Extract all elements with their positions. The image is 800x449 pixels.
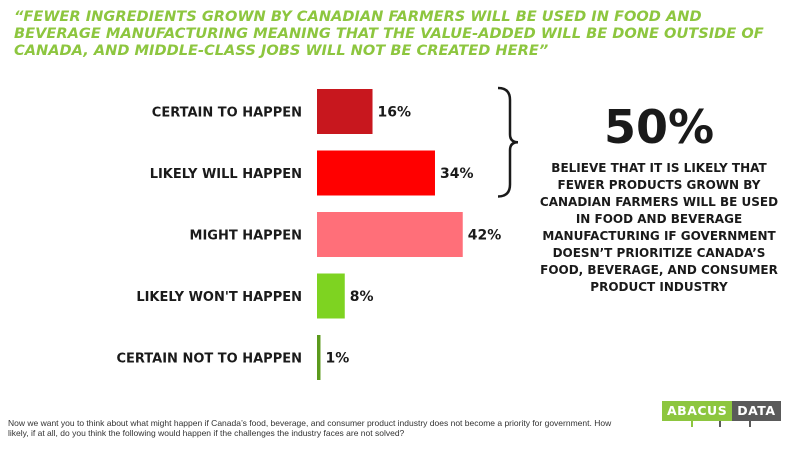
value-label: 42% bbox=[468, 228, 502, 244]
abacus-data-logo: ABACUS DATA bbox=[662, 401, 781, 421]
bar bbox=[317, 212, 463, 257]
logo-part-1: ABACUS bbox=[662, 401, 733, 421]
category-label: CERTAIN NOT TO HAPPEN bbox=[116, 352, 302, 367]
logo-part-2: DATA bbox=[732, 401, 781, 421]
category-label: CERTAIN TO HAPPEN bbox=[152, 106, 302, 121]
value-label: 34% bbox=[440, 166, 474, 182]
bar bbox=[317, 150, 435, 196]
bar bbox=[317, 89, 373, 134]
summary-value: 50% bbox=[603, 100, 715, 154]
chart-title: “FEWER INGREDIENTS GROWN BY CANADIAN FAR… bbox=[14, 8, 764, 59]
value-label: 16% bbox=[378, 105, 412, 121]
bar bbox=[317, 273, 345, 319]
category-label: LIKELY WON'T HAPPEN bbox=[136, 290, 302, 305]
bar bbox=[317, 335, 321, 380]
summary-description: BELIEVE THAT IT IS LIKELY THAT FEWER PRO… bbox=[539, 161, 779, 294]
question-footnote: Now we want you to think about what migh… bbox=[8, 418, 612, 438]
category-label: MIGHT HAPPEN bbox=[190, 229, 302, 244]
group-bracket bbox=[497, 86, 519, 198]
category-label: LIKELY WILL HAPPEN bbox=[150, 167, 302, 182]
value-label: 1% bbox=[325, 351, 349, 367]
value-label: 8% bbox=[350, 289, 374, 305]
logo-ticks bbox=[691, 421, 751, 427]
